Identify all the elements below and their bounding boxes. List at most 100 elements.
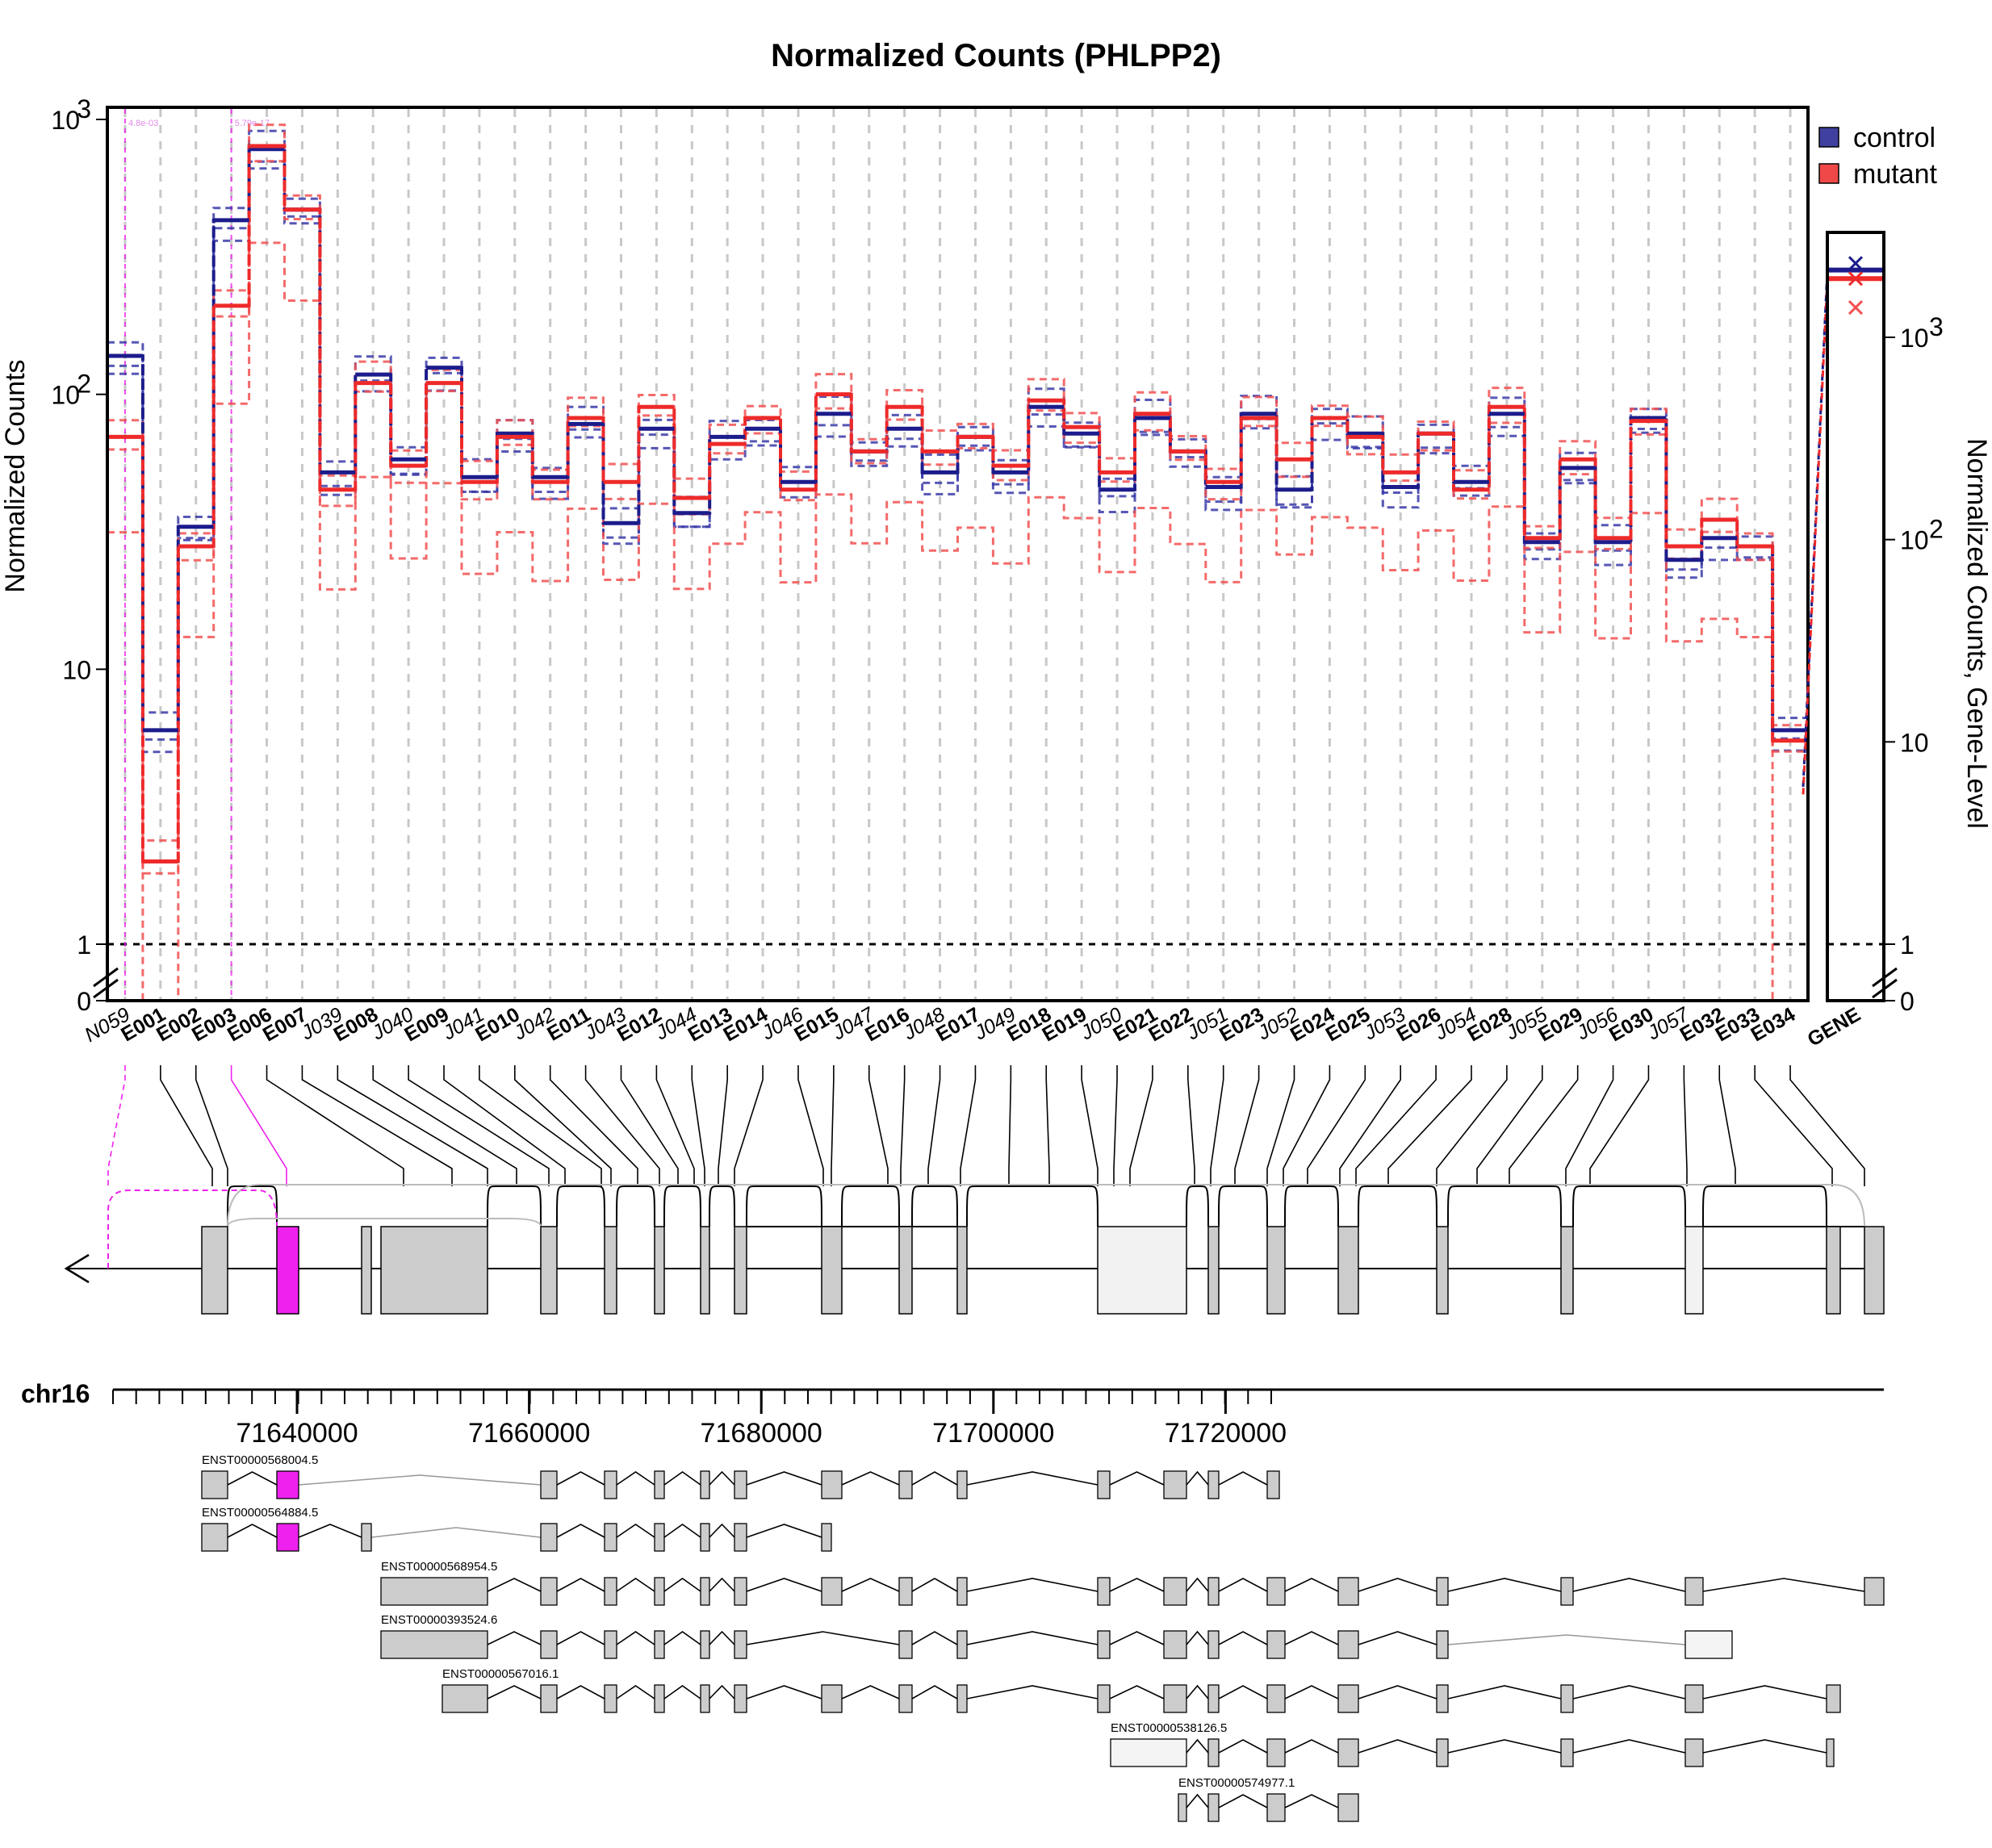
transcript-exon	[1560, 1577, 1574, 1606]
transcript-intron	[966, 1631, 1099, 1645]
transcript-exon	[1207, 1470, 1220, 1499]
connector-e012	[655, 1065, 695, 1186]
transcript-label: ENST00000568004.5	[202, 1453, 318, 1467]
junction-arc	[556, 1185, 605, 1227]
transcript-intron	[1218, 1739, 1268, 1754]
junction-arc	[1358, 1185, 1438, 1227]
exon-box	[361, 1226, 372, 1315]
transcript-exon	[1207, 1630, 1220, 1659]
connector-j047	[868, 1065, 889, 1186]
transcript-exon	[1097, 1684, 1111, 1713]
transcript-intron	[1358, 1739, 1438, 1754]
gene-control-link	[1802, 270, 1829, 788]
connector-j043	[620, 1065, 679, 1186]
transcript-intron	[1218, 1578, 1268, 1592]
transcript-intron	[1218, 1631, 1268, 1645]
genomic-tick-label: 71700000	[932, 1418, 1054, 1449]
transcript-exon	[700, 1630, 710, 1659]
transcript-exon	[540, 1630, 558, 1659]
transcript-intron	[841, 1471, 900, 1486]
connector-j046	[797, 1065, 824, 1186]
connector-e013	[718, 1065, 728, 1186]
gene-tick-exponent: 2	[1929, 515, 1944, 544]
connector-e030	[1589, 1065, 1650, 1186]
connector-j042	[549, 1065, 638, 1186]
series-lines	[107, 123, 1808, 1002]
transcript-intron	[966, 1578, 1099, 1592]
transcript-intron	[1358, 1631, 1438, 1645]
transcript-exon	[1560, 1684, 1574, 1713]
junction-arc	[746, 1185, 822, 1227]
transcript-exon	[1560, 1738, 1574, 1767]
feature-labels: N059E001E002E003E006E007J039E008J040E009…	[81, 1002, 1799, 1047]
gene-tick-label: 10	[1900, 728, 1929, 757]
transcript-exon	[1864, 1577, 1885, 1606]
connector-e010	[514, 1065, 612, 1186]
transcript-intron	[663, 1631, 701, 1645]
transcript-exon	[1207, 1738, 1220, 1767]
transcript-exon	[898, 1630, 913, 1659]
mutant-replicate-line	[107, 123, 1808, 842]
transcript-intron	[841, 1578, 900, 1592]
transcript-exon	[1337, 1577, 1359, 1606]
transcript-label: ENST00000538126.5	[1111, 1721, 1227, 1735]
junction-arc	[911, 1185, 958, 1227]
transcript-exon	[956, 1630, 968, 1659]
connector-e029	[1509, 1065, 1579, 1186]
connector-e023	[1234, 1065, 1260, 1186]
transcript-exon	[1684, 1630, 1733, 1659]
transcript-intron	[709, 1523, 735, 1538]
junction-arc	[1218, 1185, 1268, 1227]
connector-e025	[1307, 1065, 1366, 1186]
transcript-exon	[821, 1523, 832, 1552]
connector-j049	[1008, 1065, 1012, 1186]
gene-mutant-marker	[1848, 271, 1864, 286]
exon-box	[1436, 1226, 1449, 1315]
transcript-exon	[654, 1523, 665, 1552]
transcript-exon	[1684, 1577, 1704, 1606]
connector-e034	[1789, 1065, 1865, 1186]
transcript-intron	[1358, 1685, 1438, 1700]
transcript-intron	[1109, 1685, 1165, 1700]
connector-j052	[1266, 1065, 1295, 1186]
transcript-exon	[956, 1577, 968, 1606]
transcript-exon	[442, 1684, 488, 1713]
transcript-exon	[821, 1577, 843, 1606]
transcript-exon	[1436, 1684, 1449, 1713]
y-tick-label: 1	[77, 930, 91, 960]
transcript-exon	[1207, 1577, 1220, 1606]
connector-e018	[1045, 1065, 1050, 1186]
exon-box	[1684, 1226, 1704, 1315]
gene-level-axis-label: Normalized Counts, Gene-Level	[1961, 438, 1992, 829]
legend-swatch-mutant	[1818, 163, 1839, 184]
exon-box	[1864, 1226, 1885, 1315]
junction-arc	[227, 1185, 278, 1227]
transcript-exon	[201, 1470, 228, 1499]
gene-control-marker	[1848, 256, 1864, 271]
transcript-intron	[911, 1685, 958, 1700]
transcript-exon	[1826, 1738, 1835, 1767]
transcript-intron	[556, 1524, 605, 1538]
chromosome-label: chr16	[21, 1379, 90, 1408]
transcript-intron	[1109, 1471, 1165, 1486]
transcript-exon	[700, 1523, 710, 1552]
transcript-exon	[604, 1630, 617, 1659]
y-axis-label: Normalized Counts	[0, 359, 31, 592]
transcript-tracks: ENST00000568004.5 ENST00000564884.5 ENST00…	[201, 1453, 1885, 1822]
legend-label-mutant: mutant	[1853, 159, 1937, 190]
transcript-exon	[898, 1577, 913, 1606]
transcript-intron	[487, 1685, 542, 1700]
chart-title: Normalized Counts (PHLPP2)	[771, 38, 1221, 73]
transcript-intron	[1447, 1634, 1686, 1645]
transcript-exon	[700, 1577, 710, 1606]
gene-level-frame	[1826, 231, 1885, 1002]
transcript-exon	[734, 1523, 747, 1552]
exon-box	[540, 1226, 558, 1315]
transcript-exon	[734, 1684, 747, 1713]
transcript-intron	[616, 1578, 655, 1592]
exon-box	[201, 1226, 228, 1315]
transcript-intron	[966, 1685, 1099, 1700]
exon-box	[380, 1226, 488, 1315]
y-tick-exponent: 3	[77, 94, 91, 123]
transcript-intron	[911, 1471, 958, 1486]
